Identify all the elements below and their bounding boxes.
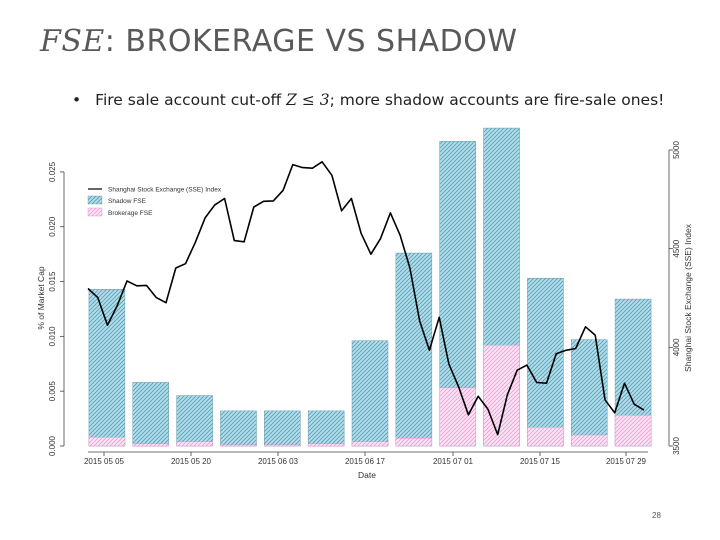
- y2-axis-label: Shanghai Stock Exchange (SSE) Index: [683, 223, 693, 372]
- shadow-fse-bar: [88, 288, 126, 447]
- y2-tick-label: 3500: [672, 437, 681, 455]
- x-axis-label: Date: [358, 470, 376, 480]
- x-tick-label: 2015 06 17: [345, 457, 386, 466]
- chart-legend: Shanghai Stock Exchange (SSE) Index Shado…: [87, 187, 222, 217]
- slide-title-variable: FSE: [40, 24, 105, 59]
- brokerage-fse-bar: [220, 444, 257, 447]
- y-tick-label: 0.005: [48, 381, 57, 402]
- brokerage-fse-bar: [571, 434, 608, 447]
- x-tick-label: 2015 06 03: [258, 457, 299, 466]
- shadow-fse-bar: [351, 340, 389, 447]
- brokerage-fse-bar: [527, 427, 564, 447]
- legend-label-brokerage: Brokerage FSE: [108, 210, 153, 217]
- brokerage-fse-bar: [264, 444, 301, 447]
- legend-label-shadow: Shadow FSE: [108, 198, 147, 205]
- y-tick-label: 0.010: [48, 326, 57, 347]
- sse-index-line: [87, 161, 645, 436]
- slide-title-text: : BROKERAGE VS SHADOW: [104, 24, 518, 59]
- y-tick-label: 0.025: [48, 161, 57, 182]
- brokerage-fse-bar: [307, 443, 345, 447]
- brokerage-fse-bar: [132, 443, 169, 447]
- shadow-fse-bar: [527, 278, 564, 447]
- y-tick-label: 0.015: [48, 271, 57, 292]
- brokerage-fse-bar: [351, 441, 389, 447]
- legend-swatch-shadow: [87, 195, 103, 205]
- x-tick-label: 2015 05 05: [84, 457, 125, 466]
- shadow-fse-bar: [307, 410, 345, 447]
- shadow-fse-bar: [264, 410, 301, 447]
- brokerage-fse-bar: [88, 437, 126, 447]
- y2-tick-label: 5000: [672, 141, 681, 159]
- bullet-dot: •: [72, 91, 82, 109]
- brokerage-fse-bar: [483, 344, 520, 447]
- y2-tick-label: 4000: [672, 338, 681, 356]
- bullet-text-post: ; more shadow accounts are fire-sale one…: [329, 91, 665, 109]
- page-number: 28: [652, 511, 661, 520]
- y-axis-label: % of Market Cap: [36, 266, 46, 330]
- shadow-fse-bar: [132, 382, 170, 447]
- slide-title: FSE: BROKERAGE VS SHADOW: [40, 24, 518, 59]
- y-tick-label: 0.000: [48, 435, 57, 456]
- y2-tick-label: 4500: [672, 239, 681, 257]
- shadow-fse-bar: [176, 395, 213, 447]
- brokerage-fse-bar: [614, 415, 652, 447]
- x-tick-label: 2015 07 29: [606, 457, 647, 466]
- shadow-fse-bar: [570, 339, 608, 447]
- bullet-point: • Fire sale account cut-off Z ≤ 3; more s…: [72, 91, 664, 109]
- shadow-fse-bar: [395, 252, 433, 447]
- legend-swatch-brokerage: [87, 207, 103, 217]
- shadow-fse-bar: [220, 410, 257, 447]
- y-tick-label: 0.020: [48, 216, 57, 237]
- legend-label-sse: Shanghai Stock Exchange (SSE) Index: [108, 187, 222, 194]
- bullet-math: Z ≤ 3: [286, 91, 330, 109]
- brokerage-fse-bar: [176, 441, 213, 447]
- x-tick-label: 2015 05 20: [171, 457, 212, 466]
- bullet-text-pre: Fire sale account cut-off: [95, 91, 287, 109]
- brokerage-fse-bar: [439, 387, 476, 447]
- brokerage-fse-bar: [395, 438, 433, 447]
- x-tick-label: 2015 07 01: [433, 457, 474, 466]
- x-tick-label: 2015 07 15: [520, 457, 561, 466]
